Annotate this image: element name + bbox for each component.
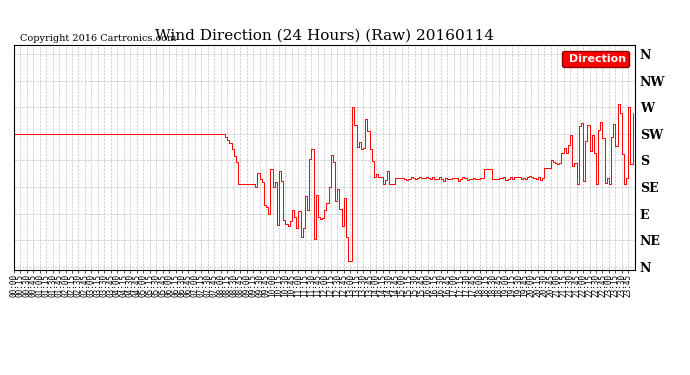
Text: Copyright 2016 Cartronics.com: Copyright 2016 Cartronics.com: [20, 34, 177, 43]
Legend: Direction: Direction: [562, 51, 629, 67]
Title: Wind Direction (24 Hours) (Raw) 20160114: Wind Direction (24 Hours) (Raw) 20160114: [155, 28, 494, 42]
